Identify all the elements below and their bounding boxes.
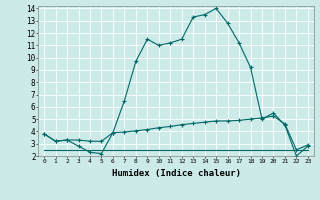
X-axis label: Humidex (Indice chaleur): Humidex (Indice chaleur) <box>111 169 241 178</box>
